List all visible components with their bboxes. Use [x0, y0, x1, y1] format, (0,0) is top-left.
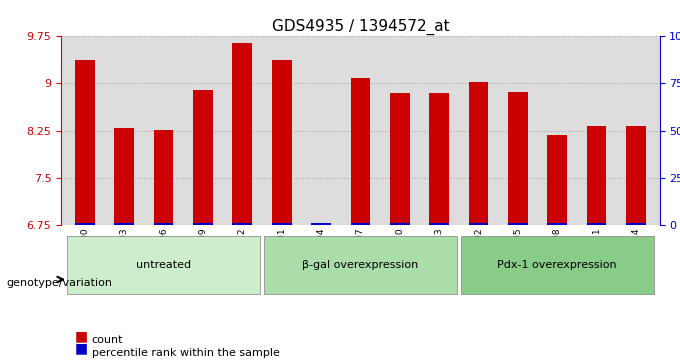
Bar — [390, 93, 409, 225]
Bar — [233, 223, 252, 225]
Bar — [626, 223, 646, 225]
Bar — [272, 60, 292, 225]
FancyBboxPatch shape — [461, 236, 653, 294]
Bar — [429, 223, 449, 225]
Text: β-gal overexpression: β-gal overexpression — [303, 260, 418, 270]
Bar — [311, 225, 331, 231]
Bar — [154, 130, 173, 225]
Bar — [587, 223, 607, 225]
Bar — [75, 223, 95, 225]
Title: GDS4935 / 1394572_at: GDS4935 / 1394572_at — [271, 19, 449, 35]
FancyBboxPatch shape — [264, 236, 457, 294]
Bar — [114, 127, 134, 225]
Bar — [587, 126, 607, 225]
Bar — [469, 223, 488, 225]
Bar — [272, 223, 292, 225]
Text: Pdx-1 overexpression: Pdx-1 overexpression — [498, 260, 617, 270]
Bar — [193, 90, 213, 225]
Bar — [193, 223, 213, 225]
Bar — [114, 223, 134, 225]
Text: ■: ■ — [75, 342, 88, 356]
Text: ■: ■ — [75, 329, 88, 343]
Bar — [233, 42, 252, 225]
Bar — [390, 223, 409, 225]
Bar — [508, 92, 528, 225]
Bar — [351, 223, 370, 225]
Bar — [508, 223, 528, 225]
Bar — [429, 93, 449, 225]
Bar — [154, 223, 173, 225]
Bar — [469, 82, 488, 225]
Bar — [547, 223, 567, 225]
FancyBboxPatch shape — [67, 236, 260, 294]
Bar — [311, 223, 331, 225]
Bar — [75, 60, 95, 225]
Text: percentile rank within the sample: percentile rank within the sample — [92, 347, 279, 358]
Bar — [351, 78, 370, 225]
Text: untreated: untreated — [136, 260, 191, 270]
Bar — [626, 126, 646, 225]
Text: genotype/variation: genotype/variation — [7, 278, 113, 288]
Bar — [547, 135, 567, 225]
Text: count: count — [92, 335, 123, 345]
